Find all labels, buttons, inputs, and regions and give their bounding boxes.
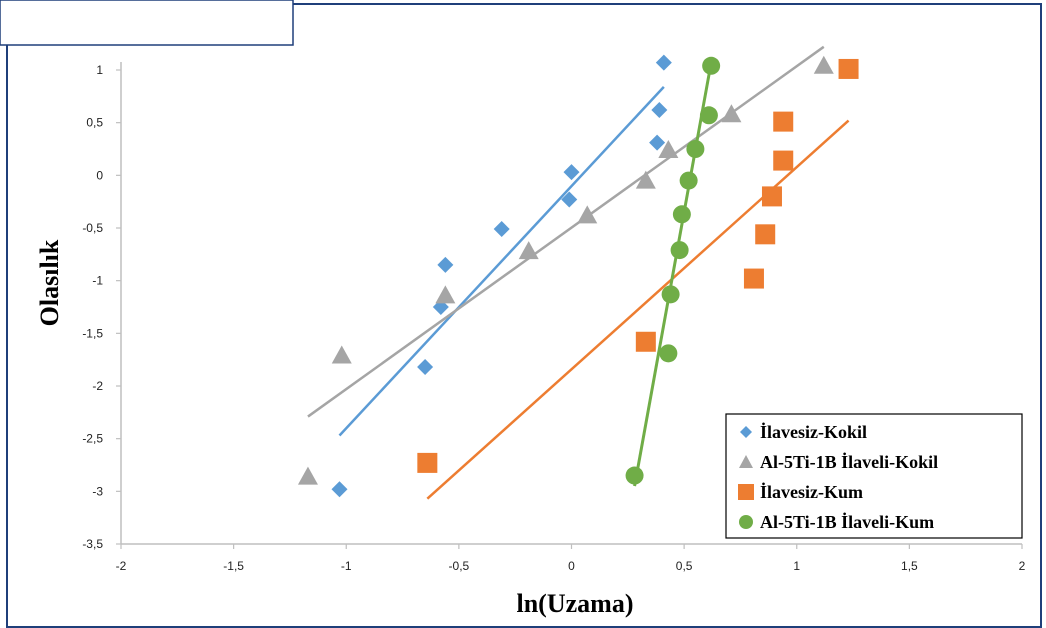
y-tick-label: -1 [92,274,103,288]
y-tick-label: 1 [96,63,103,77]
data-point-series-0 [417,359,434,376]
trendline-1 [307,45,825,418]
data-point-series-3 [672,205,691,224]
data-point-series-0 [649,134,666,151]
y-tick-label: -0,5 [82,221,103,235]
data-point-series-3 [702,56,721,75]
x-tick-label: 0 [568,559,575,573]
plot-area: -2 -1,5 -1 -0,5 0 0,5 1 1,5 2 1 0,5 0 -0,5 -1 -1,5 -2 -2… [82,45,1026,573]
y-tick-label: -3 [92,484,103,498]
x-tick-label: 1 [793,559,800,573]
legend-marker-1 [739,455,753,468]
y-tick-label: -2,5 [82,432,103,446]
x-tick-label: -0,5 [449,559,470,573]
data-point-series-1 [331,345,352,364]
data-point-series-3 [686,140,705,158]
data-point-series-0 [331,481,348,498]
overlay-panel [0,0,294,46]
data-point-series-2 [773,111,794,132]
data-point-series-0 [563,164,580,181]
x-tick-label: 0,5 [676,559,693,573]
data-point-series-1 [297,466,318,485]
legend-label-1: Al-5Ti-1B İlaveli-Kokil [760,452,938,472]
data-point-series-3 [625,466,644,485]
data-point-series-3 [699,106,718,125]
legend-marker-0 [740,426,752,438]
trendline-2 [426,119,850,500]
trendline-0 [338,86,665,437]
data-point-series-0 [655,54,672,71]
y-axis-title: Olasılık [35,239,64,326]
y-tick-label: -1,5 [82,326,103,340]
data-point-series-3 [679,171,698,190]
data-point-series-2 [417,452,438,473]
x-tick-label: 2 [1019,559,1026,573]
data-point-series-3 [670,241,689,260]
x-axis-title: ln(Uzama) [517,589,634,618]
legend-box [725,413,1023,539]
data-point-series-2 [838,58,859,79]
x-tick-label: 1,5 [901,559,918,573]
legend-label-2: İlavesiz-Kum [760,482,863,502]
data-point-series-0 [437,256,454,273]
data-point-series-0 [561,191,578,208]
data-point-series-0 [651,102,668,119]
legend: İlavesiz-Kokil Al-5Ti-1B İlaveli-Kokil İla… [725,413,1023,539]
x-tick-label: -2 [116,559,127,573]
data-point-series-0 [493,221,510,238]
x-tick-label: -1,5 [223,559,244,573]
y-tick-label: 0 [96,168,103,182]
data-point-series-1 [721,104,742,123]
legend-marker-3 [739,515,753,529]
data-point-series-2 [755,224,776,245]
legend-label-0: İlavesiz-Kokil [760,422,867,442]
y-tick-label: 0,5 [86,116,103,130]
legend-marker-2 [738,484,754,500]
legend-label-3: Al-5Ti-1B İlaveli-Kum [760,512,934,532]
data-point-series-1 [577,205,598,224]
y-tick-label: -3,5 [82,537,103,551]
data-point-series-1 [813,55,834,74]
data-point-series-1 [518,241,539,260]
data-point-series-1 [658,140,679,159]
data-point-series-3 [661,285,680,304]
data-point-series-2 [743,268,764,289]
data-point-series-2 [773,150,794,171]
x-tick-label: -1 [341,559,352,573]
data-point-series-1 [435,285,456,304]
trendline-3 [633,62,713,487]
data-point-series-3 [659,344,678,363]
chart-frame [6,3,1042,628]
data-point-series-2 [761,186,782,207]
y-tick-label: -2 [92,379,103,393]
data-point-series-2 [635,331,656,352]
data-point-series-1 [635,170,656,189]
